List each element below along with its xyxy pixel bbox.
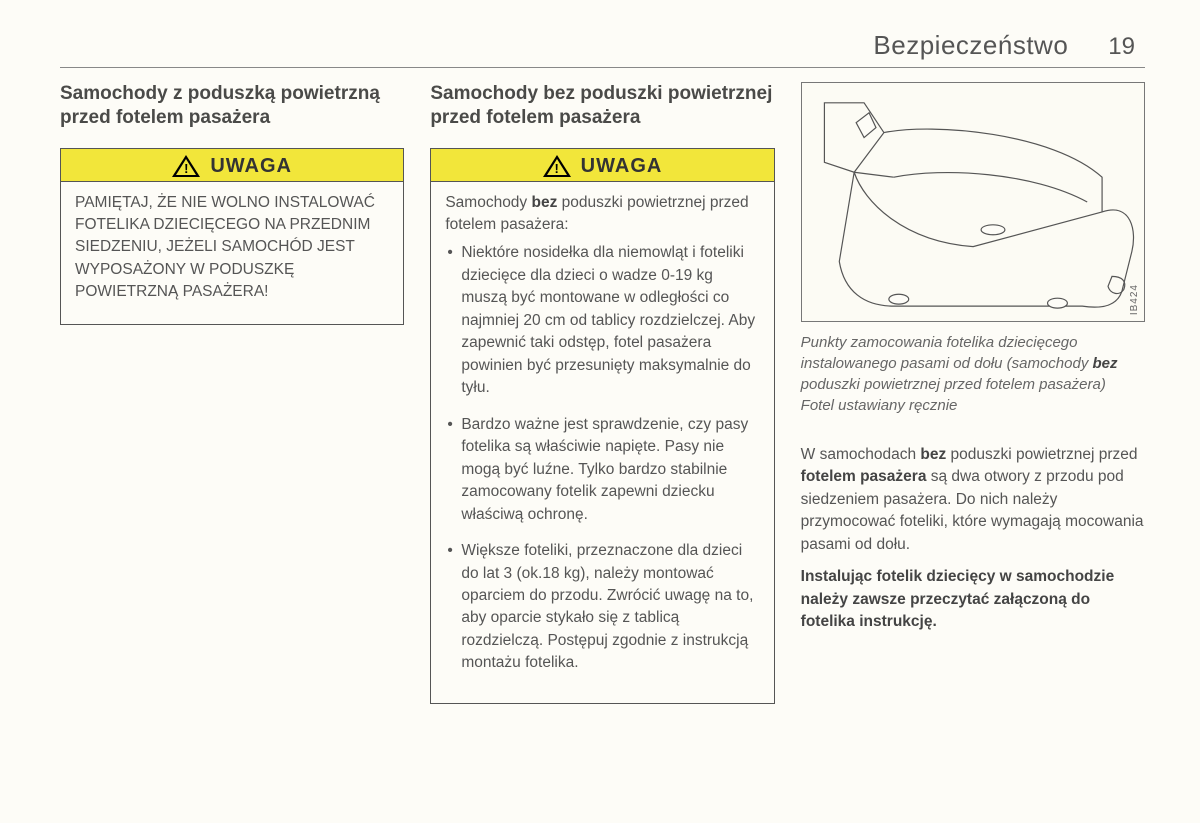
figure-caption: Punkty zamocowania fotelika dziecięcego …	[801, 332, 1145, 416]
col1-heading: Samochody z poduszką powietrzną przed fo…	[60, 82, 404, 130]
paragraph-2: Instalując fotelik dziecięcy w samochodz…	[801, 566, 1145, 633]
warning-triangle-icon: !	[543, 155, 571, 177]
section-title: Bezpieczeństwo	[873, 30, 1068, 61]
warning-intro: Samochody bez poduszki powietrznej przed…	[445, 192, 759, 237]
warning-body-2: Samochody bez poduszki powietrznej przed…	[431, 182, 773, 703]
warning-header-2: ! UWAGA	[431, 149, 773, 182]
warning-triangle-icon: !	[172, 155, 200, 177]
t: Fotel ustawiany ręcznie	[801, 397, 958, 414]
t: Punkty zamocowania fotelika dziecięcego …	[801, 334, 1093, 372]
warning-label-2: UWAGA	[581, 155, 663, 178]
warning-header-1: ! UWAGA	[61, 149, 403, 182]
t: bez	[920, 446, 946, 463]
warning-text-1: PAMIĘTAJ, ŻE NIE WOLNO INSTALOWAĆ FOTELI…	[75, 192, 389, 304]
column-right: IB424 Punkty zamocowania fotelika dzieci…	[801, 82, 1145, 704]
t: Samochody	[445, 194, 531, 211]
page-header: Bezpieczeństwo 19	[60, 30, 1145, 61]
t: poduszki powietrznej przed fotelem pasaż…	[801, 376, 1106, 393]
figure-code: IB424	[1129, 284, 1140, 315]
warning-box-1: ! UWAGA PAMIĘTAJ, ŻE NIE WOLNO INSTALOWA…	[60, 148, 404, 325]
t: bez	[532, 194, 558, 211]
page-number: 19	[1108, 33, 1135, 61]
bullet-item: Większe foteliki, przeznaczone dla dziec…	[445, 540, 759, 675]
content-columns: Samochody z poduszką powietrzną przed fo…	[60, 82, 1145, 704]
warning-body-1: PAMIĘTAJ, ŻE NIE WOLNO INSTALOWAĆ FOTELI…	[61, 182, 403, 324]
col2-heading: Samochody bez poduszki powietrznej przed…	[430, 82, 774, 130]
warning-bullet-list: Niektóre nosidełka dla niemowląt i fotel…	[445, 242, 759, 674]
seat-illustration	[802, 83, 1144, 321]
seat-figure: IB424	[801, 82, 1145, 322]
t: bez	[1093, 355, 1118, 372]
column-middle: Samochody bez poduszki powietrznej przed…	[430, 82, 774, 704]
t: W samochodach	[801, 446, 921, 463]
t: poduszki powietrznej przed	[946, 446, 1137, 463]
bullet-item: Bardzo ważne jest sprawdzenie, czy pasy …	[445, 414, 759, 526]
warning-box-2: ! UWAGA Samochody bez poduszki powietrzn…	[430, 148, 774, 704]
warning-label-1: UWAGA	[210, 155, 292, 178]
t: fotelem pasażera	[801, 468, 927, 485]
column-left: Samochody z poduszką powietrzną przed fo…	[60, 82, 404, 704]
header-rule	[60, 67, 1145, 68]
paragraph-1: W samochodach bez poduszki powietrznej p…	[801, 444, 1145, 556]
bullet-item: Niektóre nosidełka dla niemowląt i fotel…	[445, 242, 759, 399]
